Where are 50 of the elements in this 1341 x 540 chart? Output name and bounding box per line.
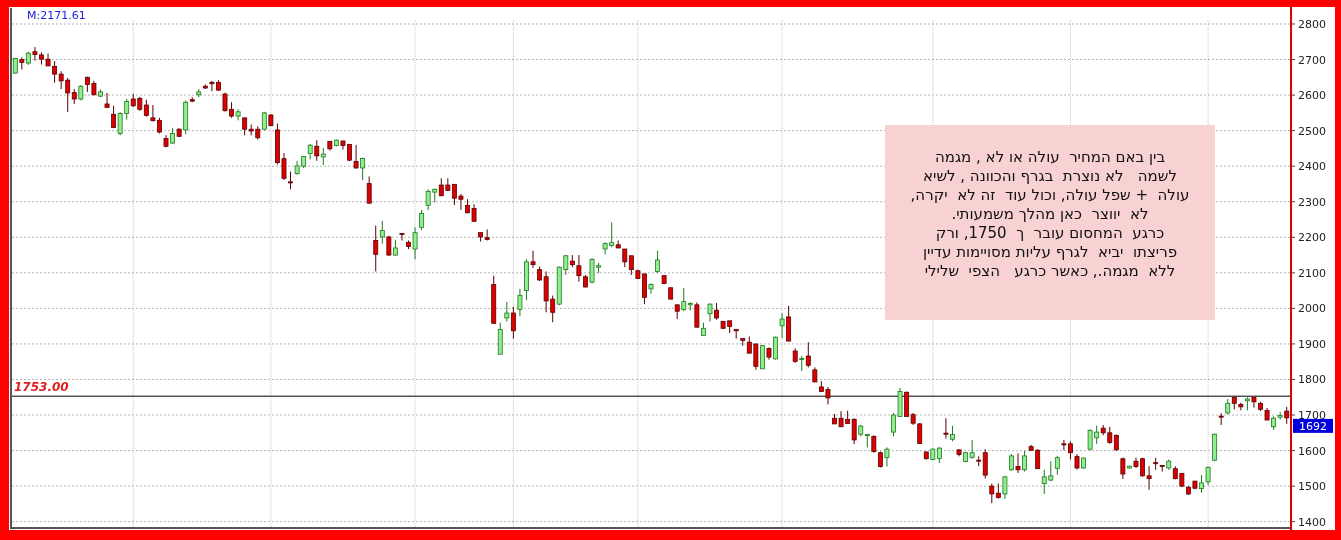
- candlestick: [1054, 455, 1060, 476]
- candlestick: [648, 283, 654, 295]
- candlestick: [373, 225, 379, 272]
- y-tick-label: 2300: [1298, 195, 1326, 209]
- candlestick: [419, 209, 425, 231]
- candlestick: [707, 302, 713, 323]
- candlestick: [884, 446, 890, 468]
- y-tick-label: 2200: [1298, 231, 1326, 245]
- candlestick: [314, 139, 320, 162]
- y-tick-label: 2800: [1298, 18, 1326, 31]
- y-tick-label: 2000: [1298, 302, 1326, 316]
- candlestick: [576, 254, 582, 283]
- candlestick: [104, 92, 110, 109]
- candlestick: [412, 226, 418, 260]
- candlestick: [504, 301, 510, 323]
- candlestick: [353, 144, 359, 170]
- annotation: M:2171.61: [27, 9, 86, 22]
- y-tick-label: 2700: [1298, 53, 1326, 67]
- candlestick: [366, 176, 372, 205]
- y-tick-label: 2500: [1298, 124, 1326, 138]
- candlestick: [379, 220, 385, 245]
- candlestick: [694, 301, 700, 328]
- candlestick: [235, 108, 241, 121]
- candlestick: [773, 335, 778, 361]
- y-tick-label: 2100: [1298, 266, 1326, 280]
- candlestick: [1022, 450, 1027, 473]
- picture-note-box: בין באם המחיר עולה או לא , מגמה לשמה לא נוצרת בגרף והכוונה , לשיא עולה + שפל עולה, וכול עוד זה לא יקרה, לא יווצר כאן מהלך משמעותי. כרגע המחסום עובר ך 1750, ורק פריצתו יביא לגרף עליות מסויימות עדיין ללא מגמה., כאשר כרגע הצפי שלילי: [885, 125, 1215, 320]
- candlestick: [982, 448, 988, 480]
- candlestick: [517, 288, 523, 317]
- y-tick-label: 1900: [1298, 337, 1326, 351]
- y-tick-label: 1600: [1298, 444, 1326, 458]
- candlestick: [1251, 396, 1257, 409]
- candlestick: [989, 483, 995, 504]
- candlestick: [530, 250, 536, 269]
- candlestick: [779, 312, 785, 339]
- candlestick: [399, 232, 405, 241]
- y-tick-label: 2400: [1298, 160, 1326, 174]
- candlestick: [943, 417, 949, 439]
- annotation: בין באם המחיר עולה או לא , מגמה לשמה לא נוצרת בגרף והכוונה , לשיא עולה + שפל עולה, וכול עוד זה לא יקרה, לא יווצר כאן מהלך משמעותי. כרגע המחסום עובר ך 1750, ורק פריצתו יביא לגרף עליות מסויימות עדיין ללא מגמה., כאשר כרגע הצפי שלילי: [910, 148, 1190, 280]
- y-tick-label: 1400: [1298, 515, 1326, 529]
- candlestick: [1015, 452, 1021, 474]
- candlestick: [510, 306, 516, 340]
- y-tick-label: 1800: [1298, 373, 1326, 387]
- candlestick: [655, 250, 660, 274]
- candlestick: [628, 255, 634, 276]
- candlestick: [805, 341, 811, 368]
- candlestick: [681, 287, 687, 312]
- y-tick-label: 2600: [1298, 89, 1326, 103]
- ref-line-label: 1753.00: [14, 380, 69, 395]
- y-tick-label: 1500: [1298, 480, 1326, 494]
